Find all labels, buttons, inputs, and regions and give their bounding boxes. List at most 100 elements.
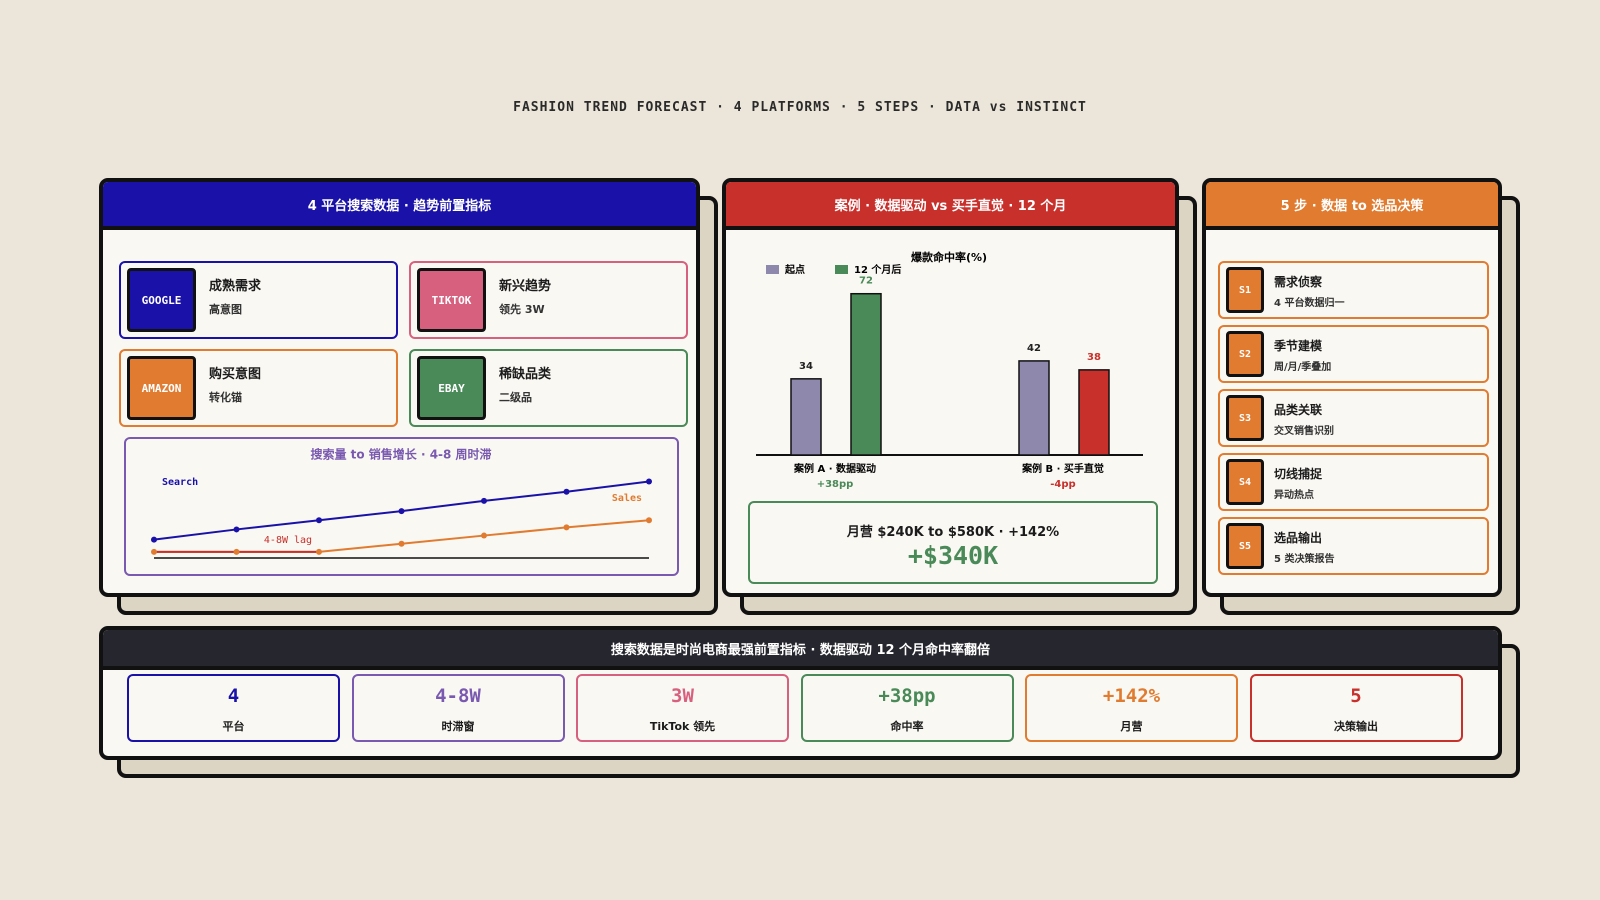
- series-point: [481, 497, 487, 504]
- lag-annotation: 4-8W lag: [264, 535, 312, 546]
- panel-title: 搜索数据是时尚电商最强前置指标 · 数据驱动 12 个月命中率翻倍: [103, 630, 1498, 670]
- kpi-label: 命中率: [890, 720, 924, 733]
- step-card: S2 季节建模 周/月/季叠加: [1218, 325, 1489, 383]
- step-card: S3 品类关联交叉销售识别: [1218, 389, 1489, 447]
- platform-label: 新兴趋势: [499, 279, 552, 294]
- value-label: 38: [1087, 352, 1101, 363]
- series-point: [233, 526, 240, 533]
- value-label: 42: [1027, 343, 1041, 354]
- case-panel: 案例 · 数据驱动 vs 买手直觉 · 12 个月 爆款命中率(%) 起点 12 个…: [722, 178, 1179, 597]
- page-title: FASHION TREND FORECAST · 4 PLATFORMS · 5…: [513, 100, 1087, 115]
- step-sub: 交叉销售识别: [1274, 426, 1334, 437]
- kpi-label: 决策输出: [1334, 720, 1378, 733]
- platform-sub: 二级品: [499, 391, 532, 404]
- series-point: [151, 548, 157, 555]
- bar: [1078, 369, 1110, 456]
- step-sub: 4 平台数据归一: [1274, 298, 1345, 309]
- panel-title: 4 平台搜索数据 · 趋势前置指标: [103, 182, 696, 230]
- revenue-box: 月营 $240K to $580K · +142% +$340K: [748, 501, 1158, 584]
- series-point: [646, 478, 652, 485]
- legend-swatch: [835, 265, 848, 274]
- legend-swatch: [766, 265, 779, 274]
- legend-label: 12 个月后: [854, 263, 901, 276]
- series-point: [316, 517, 322, 524]
- platform-badge: EBAY: [417, 356, 486, 420]
- lag-chart: 搜索量 to 销售增长 · 4-8 周时滞 Search Sales 4-8W lag: [151, 447, 652, 559]
- step-label: 切线捕捉: [1274, 467, 1323, 481]
- kpi-value: 4-8W: [435, 685, 481, 707]
- legend-label: 起点: [784, 263, 805, 276]
- step-sub: 5 类决策报告: [1274, 554, 1335, 565]
- kpi-label: 时滞窗: [441, 720, 475, 733]
- platform-card: TIKTOK 新兴趋势领先 3W: [409, 261, 688, 339]
- kpi-label: TikTok 领先: [649, 720, 716, 733]
- platform-label: 成熟需求: [209, 279, 262, 294]
- kpi-card: 4 平台: [127, 674, 340, 742]
- kpi-card: +38pp 命中率: [800, 674, 1014, 742]
- step-badge: S1: [1226, 267, 1264, 313]
- platform-sub: 转化锚: [209, 391, 242, 404]
- series-label: Search: [162, 477, 198, 488]
- platform-sub: 高意图: [209, 303, 242, 316]
- series-point: [563, 524, 570, 531]
- category-label: 案例 B · 买手直觉: [1021, 462, 1104, 475]
- series-point: [151, 536, 157, 543]
- kpi-label: 平台: [222, 720, 245, 733]
- step-card: S4 切线捕捉 异动热点: [1218, 453, 1489, 511]
- value-label: 72: [859, 276, 873, 287]
- chart-title: 搜索量 to 销售增长 · 4-8 周时滞: [310, 447, 491, 462]
- panel-title: 5 步 · 数据 to 选品决策: [1206, 182, 1498, 230]
- bar: [1018, 360, 1050, 456]
- bar: [790, 378, 822, 456]
- series-point: [398, 508, 405, 515]
- revenue-line: 月营 $240K to $580K · +142%: [846, 525, 1060, 540]
- step-label: 季节建模: [1274, 339, 1323, 353]
- platform-card: GOOGLE 成熟需求高意图: [119, 261, 398, 339]
- value-label: 34: [799, 361, 813, 372]
- panel-title: 案例 · 数据驱动 vs 买手直觉 · 12 个月: [726, 182, 1175, 230]
- platform-badge: TIKTOK: [417, 268, 486, 332]
- category-note: +38pp: [817, 479, 854, 490]
- platform-card: AMAZON 购买意图转化锚: [119, 349, 398, 427]
- steps-panel: 5 步 · 数据 to 选品决策 S1 需求侦察 4 平台数据归一 S2 季节建模 周/月…: [1202, 178, 1502, 597]
- platforms-panel: 4 平台搜索数据 · 趋势前置指标 GOOGLE 成熟需求高意图 TIKTOK 新兴趋…: [99, 178, 700, 597]
- platform-badge: GOOGLE: [127, 268, 196, 332]
- platform-badge: AMAZON: [127, 356, 196, 420]
- series-line: [154, 519, 650, 553]
- category-note: -4pp: [1050, 479, 1075, 490]
- step-label: 品类关联: [1274, 403, 1323, 417]
- summary-panel: 搜索数据是时尚电商最强前置指标 · 数据驱动 12 个月命中率翻倍 4 平台 4-8…: [99, 626, 1502, 760]
- kpi-value: 4: [227, 685, 240, 707]
- platform-label: 购买意图: [209, 367, 262, 382]
- series-point: [646, 517, 652, 524]
- chart-title: 爆款命中率(%): [911, 250, 987, 264]
- kpi-card: 3W TikTok 领先: [576, 674, 789, 742]
- bar: [850, 292, 882, 456]
- platform-sub: 领先 3W: [499, 303, 545, 316]
- hit-rate-chart: 爆款命中率(%) 起点 12 个月后 34 72 案例 A · 数据驱动 +38pp 42 38…: [756, 250, 1143, 490]
- series-point: [316, 548, 322, 555]
- step-badge: S5: [1226, 523, 1264, 569]
- lag-chart-box: 搜索量 to 销售增长 · 4-8 周时滞 Search Sales 4-8W lag: [124, 437, 679, 576]
- platform-card: EBAY 稀缺品类二级品: [409, 349, 688, 427]
- step-card: S5 选品输出 5 类决策报告: [1218, 517, 1489, 575]
- kpi-card: 4-8W 时滞窗: [351, 674, 565, 742]
- kpi-value: 5: [1350, 685, 1362, 707]
- step-badge: S2: [1226, 331, 1264, 377]
- step-card: S1 需求侦察 4 平台数据归一: [1218, 261, 1489, 319]
- step-sub: 异动热点: [1274, 490, 1314, 501]
- kpi-card: 5 决策输出: [1249, 674, 1463, 742]
- kpi-value: +38pp: [878, 685, 936, 707]
- series-point: [481, 532, 487, 539]
- platform-label: 稀缺品类: [499, 367, 552, 382]
- category-label: 案例 A · 数据驱动: [793, 462, 876, 475]
- step-label: 需求侦察: [1274, 275, 1323, 289]
- kpi-value: +142%: [1102, 685, 1161, 707]
- step-badge: S3: [1226, 395, 1264, 441]
- step-label: 选品输出: [1274, 531, 1323, 545]
- revenue-highlight: +$340K: [907, 541, 999, 570]
- kpi-label: 月营: [1120, 720, 1143, 733]
- series-point: [563, 488, 570, 495]
- series-point: [233, 548, 240, 555]
